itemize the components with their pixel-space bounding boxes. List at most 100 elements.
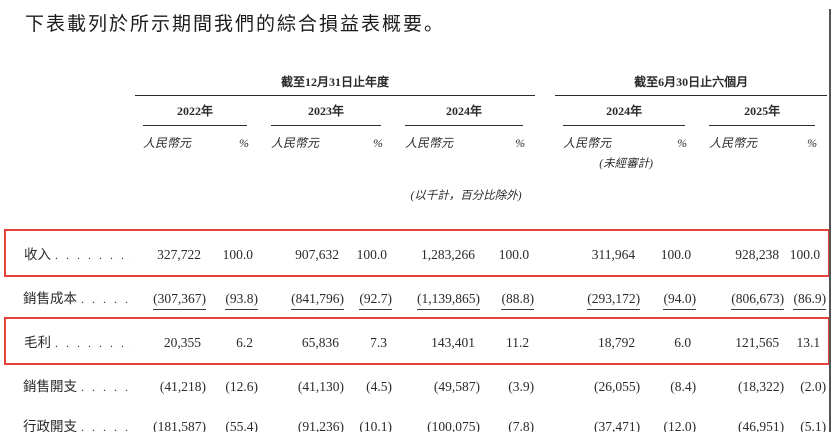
dot-leader: . . . . . . . . . . . . . . . . . . . . … — [55, 336, 133, 350]
dot-leader: . . . . . . . . . . . . . . . . . . . . … — [81, 292, 133, 306]
value-cell: (41,218) — [159, 379, 206, 394]
value-cell: (91,236) — [297, 419, 344, 432]
value-cell: 7.3 — [370, 335, 387, 350]
value-cell: (100,075) — [427, 419, 480, 432]
value-cell: 1,283,266 — [421, 247, 475, 262]
value-cell: (49,587) — [433, 379, 480, 394]
currency-label: 人民幣元 — [709, 136, 758, 150]
value-cell: (46,951) — [737, 419, 785, 432]
unaudited-note: (未經審計) — [599, 158, 653, 170]
value-cell: (55.4) — [225, 419, 258, 432]
row-label: 毛利. . . . . . . . . . . . . . . . . . . … — [5, 318, 133, 364]
annual-group-header: 截至12月31日止年度 — [133, 73, 537, 96]
value-cell: 18,792 — [597, 335, 636, 350]
value-cell: 65,836 — [301, 335, 339, 350]
value-cell: (93.8) — [209, 276, 261, 318]
revenue-row: 收入. . . . . . . . . . . . . . . . . . . … — [5, 230, 830, 276]
dot-leader: . . . . . . . . . . . . . . . . . . . . … — [81, 420, 133, 432]
value-cell: (12.6) — [225, 379, 258, 394]
percent-label: % — [373, 136, 383, 150]
group-header-row: 截至12月31日止年度 截至6月30日止六個月 — [5, 73, 829, 96]
value-cell: 6.2 — [236, 335, 253, 350]
selling-expenses-row: 銷售開支. . . . . . . . . . . . . . . . . . … — [5, 364, 829, 405]
spacer-cell — [133, 151, 537, 171]
spacer-cell — [133, 171, 395, 230]
dot-leader: . . . . . . . . . . . . . . . . . . . . … — [81, 380, 133, 394]
value-cell: (307,367) — [133, 276, 209, 318]
spacer-cell — [553, 171, 829, 230]
prospectus-page: 下表載列於所示期間我們的綜合損益表概要。 截至12月31日止年度 截至6月30日… — [0, 9, 831, 432]
value-cell: (2.0) — [800, 379, 827, 394]
year-2024-interim-header: 2024年 — [553, 96, 699, 126]
value-cell: 311,964 — [591, 247, 636, 262]
year-header-row: 2022年 2023年 2024年 2024年 2025年 — [5, 96, 829, 126]
value-cell: 143,401 — [431, 335, 475, 350]
value-cell: (37,471) — [593, 419, 641, 432]
value-cell: (181,587) — [153, 419, 206, 432]
spacer-cell — [537, 126, 553, 151]
percent-label: % — [677, 136, 688, 150]
value-cell: 100.0 — [660, 247, 692, 262]
value-cell: 11.2 — [505, 335, 530, 350]
currency-label: 人民幣元 — [271, 136, 320, 150]
value-cell: (94.0) — [643, 276, 699, 318]
value-cell: 928,238 — [735, 247, 780, 262]
value-cell: (806,673) — [699, 276, 787, 318]
cost-of-sales-row: 銷售成本. . . . . . . . . . . . . . . . . . … — [5, 276, 829, 318]
row-label: 銷售成本. . . . . . . . . . . . . . . . . . … — [5, 276, 133, 318]
value-cell: 907,632 — [295, 247, 339, 262]
spacer-cell — [537, 230, 553, 276]
currency-header-row: 人民幣元 % 人民幣元 % 人民幣元 % 人民幣元 % 人民幣元 % — [5, 126, 829, 151]
value-cell: 121,565 — [735, 335, 780, 350]
spacer-cell — [699, 151, 829, 171]
value-cell: (26,055) — [593, 379, 641, 394]
value-cell: 100.0 — [789, 247, 821, 262]
value-cell: (841,796) — [261, 276, 347, 318]
value-cell: 20,355 — [163, 335, 201, 350]
percent-label: % — [239, 136, 249, 150]
spacer-cell — [537, 364, 553, 405]
spacer-cell — [537, 318, 553, 364]
spacer-cell — [537, 171, 553, 230]
year-2024-header: 2024年 — [395, 96, 537, 126]
currency-label: 人民幣元 — [143, 136, 192, 150]
spacer-cell — [5, 73, 133, 96]
currency-label: 人民幣元 — [405, 136, 454, 150]
value-cell: (88.8) — [483, 276, 537, 318]
value-cell: 13.1 — [796, 335, 821, 350]
income-statement-table: 截至12月31日止年度 截至6月30日止六個月 2022年 2023年 2024… — [4, 73, 830, 432]
value-cell: (10.1) — [359, 419, 392, 432]
value-cell: 6.0 — [674, 335, 692, 350]
value-cell: (18,322) — [737, 379, 785, 394]
page-right-border — [829, 9, 831, 432]
value-cell: 327,722 — [157, 247, 201, 262]
spacer-cell — [5, 171, 133, 230]
value-cell: (7.8) — [508, 419, 535, 432]
unaudited-note-row: (未經審計) — [5, 151, 829, 171]
value-cell: (5.1) — [800, 419, 827, 432]
spacer-cell — [537, 151, 553, 171]
row-label: 收入. . . . . . . . . . . . . . . . . . . … — [5, 230, 133, 276]
year-2023-header: 2023年 — [261, 96, 395, 126]
units-note-row: (以千計，百分比除外) — [5, 171, 829, 230]
gross-profit-row: 毛利. . . . . . . . . . . . . . . . . . . … — [5, 318, 830, 364]
spacer-cell — [537, 405, 553, 432]
value-cell: (1,139,865) — [395, 276, 483, 318]
value-cell: (12.0) — [663, 419, 697, 432]
value-cell: 100.0 — [222, 247, 253, 262]
page-title: 下表載列於所示期間我們的綜合損益表概要。 — [25, 14, 446, 35]
dot-leader: . . . . . . . . . . . . . . . . . . . . … — [55, 248, 133, 262]
value-cell: (41,130) — [297, 379, 344, 394]
interim-group-header: 截至6月30日止六個月 — [553, 73, 829, 96]
admin-expenses-row: 行政開支. . . . . . . . . . . . . . . . . . … — [5, 405, 829, 432]
spacer-cell — [5, 96, 133, 126]
value-cell: 100.0 — [356, 247, 387, 262]
value-cell: (86.9) — [787, 276, 829, 318]
value-cell: 100.0 — [498, 247, 530, 262]
percent-label: % — [515, 136, 526, 150]
spacer-cell — [5, 151, 133, 171]
units-note: (以千計，百分比除外) — [410, 190, 522, 202]
row-label: 行政開支. . . . . . . . . . . . . . . . . . … — [5, 405, 133, 432]
value-cell: (293,172) — [553, 276, 643, 318]
value-cell: (8.4) — [670, 379, 697, 394]
